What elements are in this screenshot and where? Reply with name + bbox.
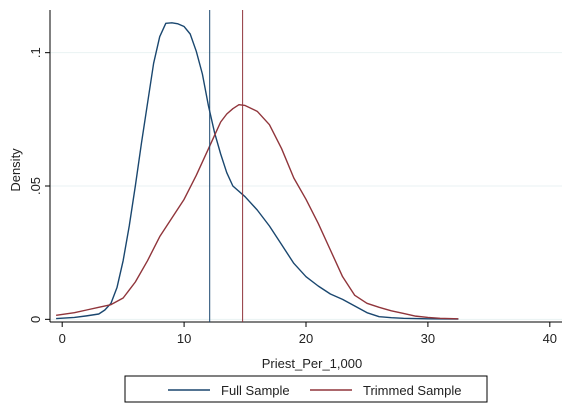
legend-label-trimmed-sample: Trimmed Sample <box>363 383 461 398</box>
legend: Full Sample Trimmed Sample <box>124 375 488 403</box>
x-axis-title: Priest_Per_1,000 <box>262 356 362 371</box>
legend-label-full-sample: Full Sample <box>221 383 290 398</box>
plot-area: 0 10 20 30 40 0 .05 .1 <box>28 10 562 346</box>
x-tick-label-1: 10 <box>177 331 191 346</box>
y-tick-label-1: .05 <box>28 177 43 195</box>
x-tick-label-0: 0 <box>59 331 66 346</box>
x-tick-label-3: 30 <box>421 331 435 346</box>
x-tick-label-2: 20 <box>299 331 313 346</box>
series-line-full-sample <box>56 22 459 320</box>
series-line-trimmed-sample <box>55 103 459 320</box>
y-tick-label-2: .1 <box>28 47 43 58</box>
x-tick-label-4: 40 <box>543 331 557 346</box>
legend-box <box>124 375 488 403</box>
y-tick-label-0: 0 <box>28 316 43 323</box>
y-axis-title: Density <box>8 148 23 192</box>
